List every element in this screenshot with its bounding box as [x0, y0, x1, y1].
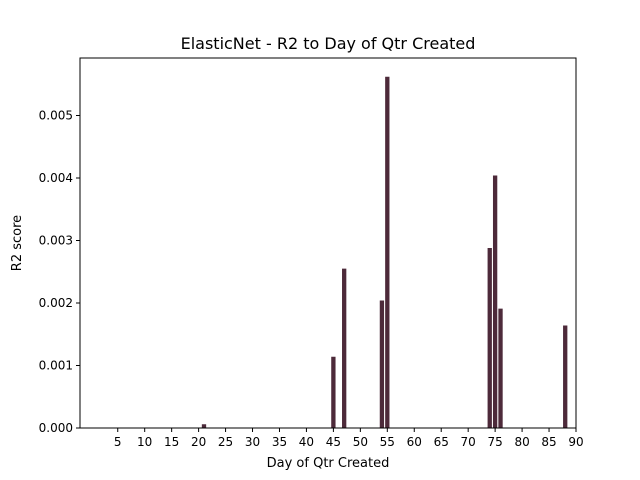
y-tick-label: 0.003 [39, 234, 73, 248]
bar-day-74 [487, 248, 492, 428]
y-axis-ticks: 0.000 0.001 0.002 0.003 0.004 0.005 [39, 109, 80, 435]
bar-day-75 [492, 175, 498, 428]
x-tick-label: 50 [353, 435, 368, 449]
x-tick-label: 40 [299, 435, 314, 449]
y-axis-label: R2 score [10, 215, 25, 271]
x-tick-label: 25 [218, 435, 233, 449]
x-tick-label: 5 [114, 435, 122, 449]
bar-day-88 [563, 325, 568, 428]
bar-day-76 [498, 308, 503, 429]
plot-frame [79, 57, 577, 429]
bar-day-55 [385, 76, 390, 428]
x-tick-label: 90 [568, 435, 583, 449]
x-tick-label: 80 [514, 435, 529, 449]
y-tick-label: 0.005 [39, 109, 73, 123]
bar-day-47 [342, 268, 347, 429]
y-tick-label: 0.001 [39, 359, 73, 373]
x-axis-label: Day of Qtr Created [267, 456, 390, 471]
x-tick-label: 85 [541, 435, 556, 449]
x-tick-label: 15 [164, 435, 179, 449]
x-tick-label: 60 [407, 435, 422, 449]
x-tick-label: 30 [245, 435, 260, 449]
bar-day-45 [331, 356, 336, 428]
x-tick-label: 75 [487, 435, 502, 449]
y-tick-label: 0.004 [39, 171, 73, 185]
x-axis-ticks: 5 10 15 20 25 30 35 40 45 50 55 60 65 70 75 80 85 90 [114, 428, 584, 449]
chart-title: ElasticNet - R2 to Day of Qtr Created [181, 34, 476, 53]
x-tick-label: 20 [191, 435, 206, 449]
y-tick-label: 0.002 [39, 296, 73, 310]
x-tick-label: 70 [461, 435, 476, 449]
x-tick-label: 55 [380, 435, 395, 449]
x-tick-label: 35 [272, 435, 287, 449]
x-tick-label: 45 [326, 435, 341, 449]
x-tick-label: 10 [137, 435, 152, 449]
x-tick-label: 65 [434, 435, 449, 449]
y-tick-label: 0.000 [39, 421, 73, 435]
bar-day-21 [201, 424, 207, 428]
bars-group [201, 76, 568, 429]
bar-day-54 [379, 300, 385, 428]
